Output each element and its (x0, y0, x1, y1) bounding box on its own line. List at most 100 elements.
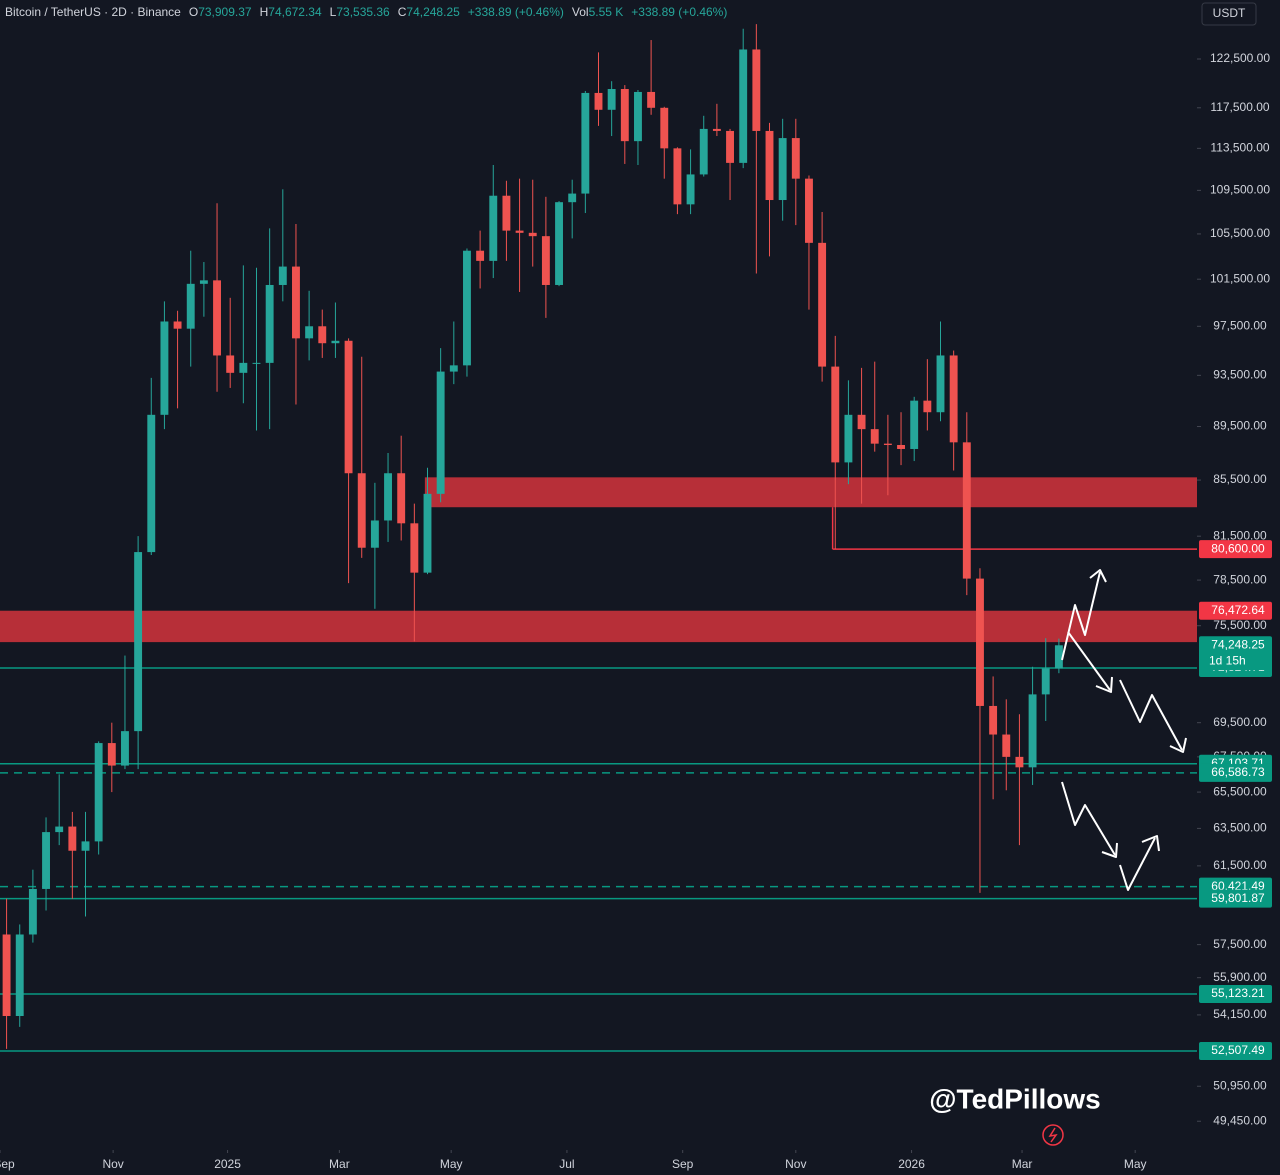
candle-body (186, 283, 195, 329)
candle-body (318, 326, 327, 344)
candle-body (620, 89, 629, 142)
candle-body (55, 826, 64, 833)
candle-body (1015, 756, 1024, 768)
ohlc-key: O (189, 5, 198, 19)
y-tick-label: 93,500.00 (1213, 368, 1267, 382)
price-tag (1199, 601, 1272, 620)
candle-body (949, 355, 958, 443)
candle-body (844, 414, 853, 463)
zone (0, 610, 1197, 643)
vol-value: 5.55 K (589, 5, 624, 19)
price-tag-label: 52,507.49 (1211, 1043, 1265, 1057)
price-tag (1199, 540, 1272, 559)
price-tag-label: 66,586.73 (1211, 765, 1265, 779)
y-tick-label: 54,150.00 (1213, 1007, 1267, 1021)
logo-icon (1042, 1124, 1064, 1146)
x-tick-label: Sep (0, 1157, 15, 1171)
candle-body (463, 250, 471, 366)
candle-body (252, 362, 261, 364)
y-tick-label: 49,450.00 (1213, 1113, 1267, 1127)
x-tick-label: Mar (329, 1157, 350, 1171)
price-tag-label: 59,801.87 (1211, 891, 1265, 905)
header-line: Bitcoin / TetherUS · 2D · Binance O73,909… (5, 5, 727, 19)
candle-body (712, 128, 721, 131)
candle-body (739, 49, 748, 163)
y-tick-label: 61,500.00 (1213, 858, 1267, 872)
watermark: @TedPillows (929, 1083, 1100, 1114)
ohlc-value: 74,672.34 (268, 5, 322, 19)
candle-body (1041, 668, 1050, 695)
currency[interactable]: USDT (1213, 6, 1246, 20)
candle-body (305, 326, 314, 339)
y-tick-label: 85,500.00 (1213, 472, 1267, 486)
candle-body (1002, 734, 1011, 757)
current-price-tag (1199, 636, 1272, 671)
symbol: Bitcoin / TetherUS · 2D · Binance (5, 5, 181, 19)
candle-body (515, 230, 524, 233)
y-tick-label: 65,500.00 (1213, 784, 1267, 798)
candle-body (660, 107, 669, 149)
time-axis: Sep Nov 2025 Mar May Jul Sep Nov 2026 Mar May (0, 1150, 1147, 1171)
candle-body (778, 138, 787, 201)
candle-body (213, 280, 221, 356)
y-tick-label: 109,500.00 (1210, 183, 1270, 197)
candle-body (410, 523, 419, 573)
change: +338.89 (+0.46%) (468, 5, 564, 19)
currency-box[interactable] (1201, 2, 1257, 26)
y-tick-label: 75,500.00 (1213, 618, 1267, 632)
candle-body (581, 92, 590, 194)
candle-body (647, 91, 656, 108)
y-tick-label: 97,500.00 (1213, 318, 1267, 332)
y-tick-label: 50,950.00 (1213, 1078, 1267, 1092)
candle-body (923, 400, 932, 413)
current-price-label: 74,248.25 (1211, 637, 1265, 651)
price-tag (1199, 889, 1272, 908)
arrow-down (1067, 631, 1111, 691)
candle-body (489, 195, 498, 261)
candle-body (42, 832, 50, 889)
candle-body (15, 934, 24, 1016)
candle-body (699, 128, 708, 175)
x-tick-label: May (440, 1157, 463, 1171)
candle-body (673, 148, 682, 205)
vol-key: Vol (572, 5, 589, 19)
candle-body (989, 705, 998, 735)
candle-body (936, 355, 945, 413)
drawn-arrows (1061, 569, 1187, 891)
price-tag-label: 60,421.49 (1211, 879, 1265, 893)
candle-body (436, 371, 445, 494)
candle-body (134, 552, 143, 732)
candle-body (910, 400, 919, 449)
candle-body (528, 232, 537, 237)
candle-body (686, 174, 695, 205)
candle-body (634, 91, 642, 142)
candle-body (831, 366, 840, 463)
candle-body (897, 444, 905, 449)
price-tag-label: 55,123.21 (1211, 986, 1265, 1000)
candle-body (107, 743, 116, 766)
candles (2, 24, 1063, 1049)
arrowhead (1141, 835, 1160, 852)
candle-body (752, 49, 761, 131)
candle-body (818, 242, 827, 367)
price-tag-label: 80,600.00 (1211, 541, 1265, 555)
ohlc-key: L (330, 5, 337, 19)
candle-body (555, 202, 563, 285)
price-tag (1199, 1041, 1272, 1060)
candle-body (226, 355, 235, 373)
vol-change: +338.89 (+0.46%) (631, 5, 727, 19)
candle-body (568, 193, 577, 203)
y-tick-label: 113,500.00 (1210, 141, 1269, 155)
candle-body (870, 429, 879, 444)
y-tick-label: 81,500.00 (1213, 528, 1267, 542)
candle-body (883, 443, 892, 445)
ohlc-value: 73,535.36 (336, 5, 390, 19)
candle-body (476, 250, 485, 261)
candle-body (173, 321, 182, 329)
candle-body (384, 473, 392, 521)
logo-bolt (1048, 1127, 1058, 1143)
header: Bitcoin / TetherUS · 2D · Binance O73,909… (5, 5, 727, 19)
